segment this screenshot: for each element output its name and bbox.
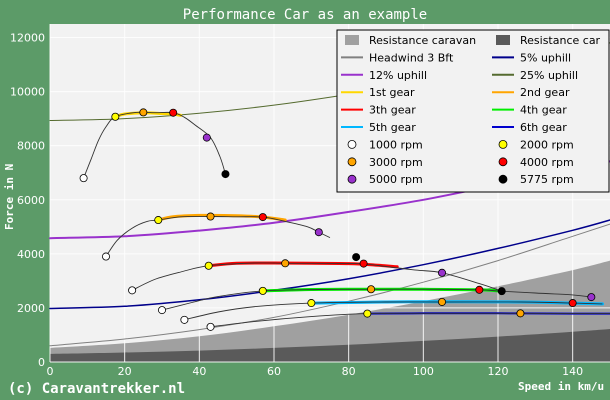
legend-label: 6th gear (520, 121, 567, 134)
legend-swatch (498, 174, 508, 184)
marker-2000-rpm-6 (363, 309, 372, 318)
marker-4000-rpm-4 (475, 285, 484, 294)
area-resistance-caravan (50, 260, 610, 362)
y-tick-label: 8000 (17, 140, 45, 153)
x-tick-label: 120 (488, 365, 509, 378)
marker-3000-rpm-1 (139, 108, 148, 117)
legend-swatch (347, 174, 357, 184)
y-tick-label: 4000 (17, 248, 45, 261)
legend-box (336, 29, 610, 193)
legend-swatch (347, 139, 357, 149)
legend-label: 1st gear (369, 86, 415, 99)
legend-label: Resistance caravan (369, 34, 476, 47)
x-axis-label: Speed in km/u (518, 380, 604, 393)
x-tick-label: 40 (192, 365, 206, 378)
legend-label: 2000 rpm (520, 138, 574, 151)
area-resistance-car (50, 329, 610, 362)
marker-2000-rpm-2 (154, 216, 163, 225)
legend-label: 5th gear (369, 121, 416, 134)
legend-swatch (498, 157, 508, 167)
legend-label: 3th gear (369, 104, 416, 117)
legend-swatch (345, 35, 359, 45)
marker-1000-rpm-4 (157, 306, 166, 315)
legend-label: 12% uphill (369, 69, 427, 82)
marker-4000-rpm-3 (359, 259, 368, 268)
rpm-markers (79, 108, 596, 331)
y-tick-label: 0 (38, 356, 45, 369)
y-tick-label: 12000 (10, 32, 45, 45)
marker-2000-rpm-5 (307, 299, 316, 308)
series-5-uphill (49, 219, 610, 310)
marker-2000-rpm-4 (258, 286, 267, 295)
x-tick-label: 20 (118, 365, 132, 378)
marker-1000-rpm-5 (180, 315, 189, 324)
legend-label: 1000 rpm (369, 138, 423, 151)
marker-2000-rpm-1 (111, 112, 120, 121)
resistance-areas (50, 260, 610, 362)
legend-label: 3000 rpm (369, 156, 423, 169)
marker-5000-rpm-2 (314, 228, 323, 237)
marker-4000-rpm-1 (169, 108, 178, 117)
legend-label: 2nd gear (520, 86, 570, 99)
marker-1000-rpm-2 (102, 252, 111, 261)
legend-label: 5% uphill (520, 51, 571, 64)
copyright-footer: (c) Caravantrekker.nl (8, 381, 185, 397)
y-tick-label: 2000 (17, 302, 45, 315)
legend-swatch (498, 139, 508, 149)
legend-label: 4th gear (520, 104, 567, 117)
x-tick-label: 60 (267, 365, 281, 378)
marker-1000-rpm-1 (79, 174, 88, 183)
legend-label: 5775 rpm (520, 173, 574, 186)
y-tick-label: 6000 (17, 194, 45, 207)
x-tick-label: 100 (413, 365, 434, 378)
marker-4000-rpm-2 (258, 213, 267, 222)
legend-label: 4000 rpm (520, 156, 574, 169)
y-axis-label: Force in N (3, 164, 16, 230)
legend-swatch (347, 157, 357, 167)
legend-label: Resistance car (520, 34, 601, 47)
marker-2000-rpm-3 (204, 261, 213, 270)
x-tick-label: 80 (342, 365, 356, 378)
x-tick-label: 0 (47, 365, 54, 378)
marker-5775-rpm-3 (497, 287, 506, 296)
marker-5775-rpm-1 (221, 170, 230, 179)
marker-1000-rpm-6 (206, 322, 215, 331)
y-tick-label: 10000 (10, 86, 45, 99)
marker-5775-rpm-2 (352, 253, 361, 262)
marker-5000-rpm-4 (587, 293, 596, 302)
legend-swatch (496, 35, 510, 45)
marker-3000-rpm-3 (281, 259, 290, 268)
marker-3000-rpm-2 (206, 212, 215, 221)
rpm-curve-5 (184, 301, 603, 321)
marker-5000-rpm-1 (202, 133, 211, 142)
rpm-curve-4 (161, 288, 592, 311)
chart-title: Performance Car as an example (183, 7, 427, 23)
marker-3000-rpm-4 (367, 285, 376, 294)
legend-label: Headwind 3 Bft (369, 51, 454, 64)
x-tick-label: 140 (562, 365, 583, 378)
legend-label: 5000 rpm (369, 173, 423, 186)
legend-label: 25% uphill (520, 69, 578, 82)
marker-3000-rpm-6 (516, 309, 525, 318)
axis-ticks: 0 20 40 60 80 100 120 140 0 2000 4000 6000 8000 10000… (10, 32, 583, 378)
marker-5000-rpm-3 (437, 268, 446, 277)
marker-3000-rpm-5 (437, 297, 446, 306)
marker-4000-rpm-5 (568, 299, 577, 308)
legend: Resistance caravan Resistance car Headwind… (336, 29, 610, 193)
marker-1000-rpm-3 (128, 286, 137, 295)
